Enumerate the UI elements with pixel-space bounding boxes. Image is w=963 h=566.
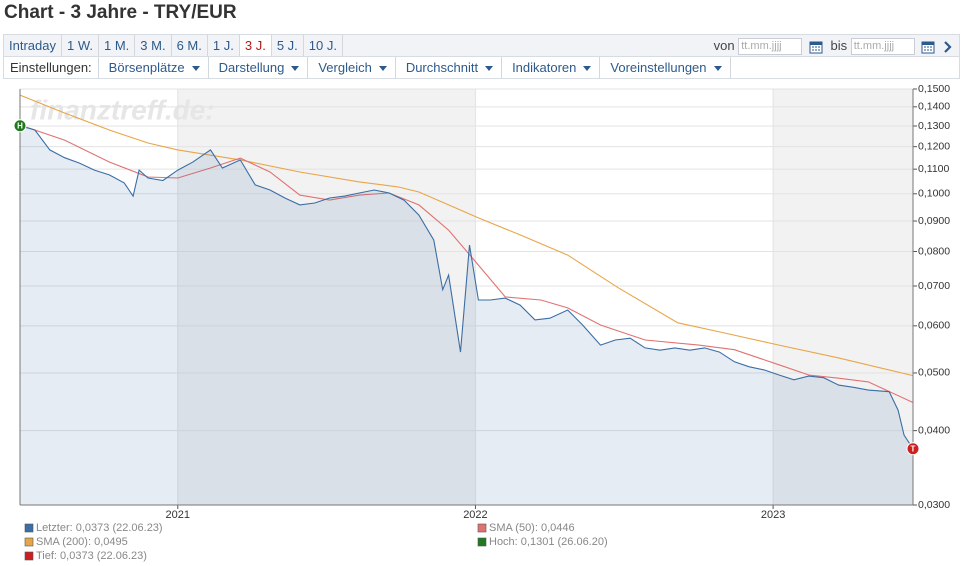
y-tick-label: 0,0500 — [918, 367, 950, 379]
y-tick-label: 0,0800 — [918, 245, 950, 257]
marker-label: H — [17, 121, 23, 130]
extreme-marker — [13, 119, 27, 133]
y-tick-label: 0,1400 — [918, 101, 950, 113]
y-tick-label: 0,1500 — [918, 84, 950, 95]
legend-swatch — [24, 537, 34, 547]
to-label: bis — [830, 38, 848, 53]
tab-list: Intraday 1 W. 1 M. 3 M. 6 M. 1 J. 3 J. 5 J. 10 J… — [4, 35, 343, 56]
period-tab[interactable]: 6 M. — [172, 35, 208, 56]
year-band — [475, 89, 774, 505]
settings-menu[interactable]: Darstellung — [209, 57, 309, 78]
year-band — [20, 89, 178, 505]
watermark: finanztreff.de: — [30, 94, 215, 125]
period-tab[interactable]: 1 M. — [99, 35, 136, 56]
settings-menu[interactable]: Voreinstellungen — [600, 57, 731, 78]
legend-label: Tief: 0,0373 (22.06.23) — [36, 550, 147, 562]
legend-label: Hoch: 0,1301 (26.06.20) — [489, 536, 608, 548]
y-tick-label: 0,0600 — [918, 320, 950, 332]
settings-menu[interactable]: Indikatoren — [502, 57, 601, 78]
series-line — [19, 124, 914, 403]
period-tab[interactable]: 3 M. — [135, 35, 172, 56]
settings-menu[interactable]: Vergleich — [308, 57, 396, 78]
period-tab[interactable]: Intraday — [4, 35, 62, 56]
settings-menu[interactable]: Börsenplätze — [99, 57, 209, 78]
from-label: von — [713, 38, 735, 53]
settings-label: Einstellungen: — [4, 57, 99, 78]
legend-swatch — [24, 523, 34, 533]
menu-list: Börsenplätze Darstellung Vergleich Durchsch… — [99, 57, 731, 78]
legend-swatch — [477, 523, 487, 533]
legend-label: Letzter: 0,0373 (22.06.23) — [36, 522, 163, 534]
date-range: von tt.mm.jjjj bis tt.mm.jjjj — [714, 35, 953, 56]
legend-swatch — [24, 551, 34, 561]
chart: finanztreff.de: 0,0300 0,0400 0,0500 0,0600 0… — [13, 84, 950, 562]
extreme-marker — [906, 442, 920, 456]
legend-label: SMA (50): 0,0446 — [489, 522, 575, 534]
period-tab[interactable]: 1 J. — [208, 35, 240, 56]
legend-label: SMA (200): 0,0495 — [36, 536, 128, 548]
calendar-icon[interactable] — [921, 40, 935, 54]
calendar-icon[interactable] — [809, 40, 823, 54]
y-tick-label: 0,1300 — [918, 120, 950, 132]
y-tick-label: 0,0400 — [918, 424, 950, 436]
to-date-input[interactable]: tt.mm.jjjj — [850, 38, 915, 56]
legend-swatch — [477, 537, 487, 547]
page-title: Chart - 3 Jahre - TRY/EUR — [4, 2, 237, 23]
series-line — [19, 125, 914, 450]
y-tick-label: 0,0700 — [918, 280, 950, 292]
period-tab[interactable]: 3 J. — [239, 35, 272, 56]
from-date-input[interactable]: tt.mm.jjjj — [738, 38, 803, 56]
period-tab[interactable]: 5 J. — [272, 35, 304, 56]
period-tab[interactable]: 1 W. — [62, 35, 99, 56]
x-tick-label: 2021 — [166, 509, 190, 521]
price-area — [20, 125, 913, 506]
period-tabs: Intraday 1 W. 1 M. 3 M. 6 M. 1 J. 3 J. 5 J. 10 J… — [3, 34, 960, 57]
x-tick-label: 2022 — [463, 509, 487, 521]
settings-bar: Einstellungen: Börsenplätze Darstellung Ver… — [3, 57, 960, 79]
year-band — [773, 89, 913, 505]
y-tick-label: 0,1000 — [918, 188, 950, 200]
next-arrow[interactable] — [943, 40, 953, 54]
settings-menu[interactable]: Durchschnitt — [396, 57, 503, 78]
y-tick-label: 0,1200 — [918, 140, 950, 152]
series-line — [19, 94, 914, 377]
period-tab[interactable]: 10 J. — [304, 35, 343, 56]
marker-label: T — [911, 444, 916, 453]
y-tick-label: 0,0900 — [918, 215, 950, 227]
y-tick-label: 0,0300 — [918, 499, 950, 511]
x-tick-label: 2023 — [761, 509, 785, 521]
y-tick-label: 0,1100 — [918, 163, 949, 175]
